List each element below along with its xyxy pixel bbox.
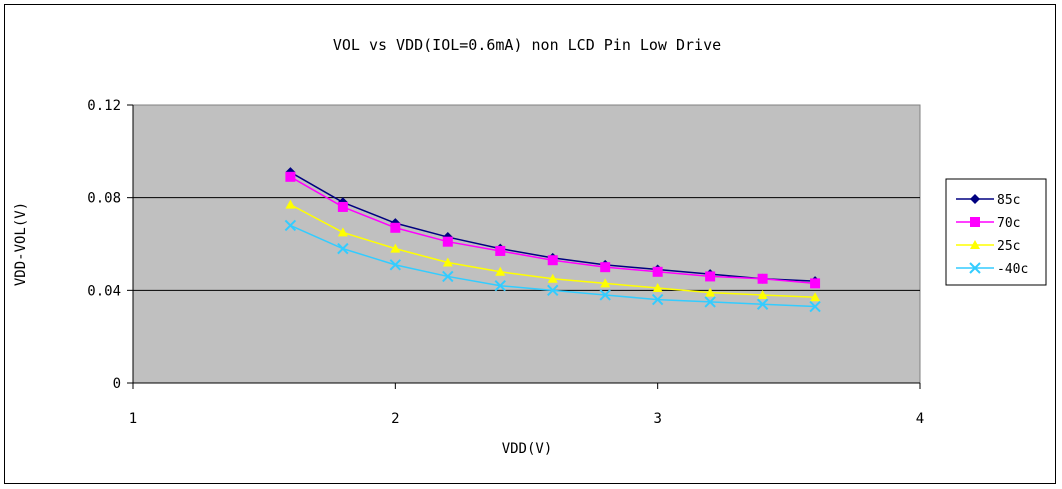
y-tick-label: 0.12: [87, 98, 121, 114]
data-point: [758, 274, 768, 284]
data-point: [705, 271, 715, 281]
data-point: [495, 246, 505, 256]
data-point: [810, 278, 820, 288]
data-point: [285, 172, 295, 182]
data-point: [548, 255, 558, 265]
chart-title: VOL vs VDD(IOL=0.6mA) non LCD Pin Low Dr…: [333, 36, 721, 54]
plot-area: [133, 105, 920, 383]
data-point: [338, 202, 348, 212]
legend-label: 85c: [997, 193, 1020, 208]
x-tick-label: 4: [916, 411, 924, 427]
x-axis-label: VDD(V): [502, 441, 553, 457]
legend-label: 70c: [997, 216, 1020, 231]
y-tick-label: 0.08: [87, 191, 121, 207]
x-tick-label: 3: [653, 411, 661, 427]
legend-label: -40c: [997, 262, 1028, 277]
x-tick-labels: 1 2 3 4: [129, 411, 924, 427]
y-tick-label: 0.04: [87, 283, 121, 299]
data-point: [390, 223, 400, 233]
legend-marker: [970, 217, 980, 227]
data-point: [443, 237, 453, 247]
legend-label: 25c: [997, 239, 1020, 254]
data-point: [653, 267, 663, 277]
y-axis-label: VDD-VOL(V): [13, 202, 29, 286]
y-tick-label: 0: [113, 376, 121, 392]
y-tick-labels: 0 0.04 0.08 0.12: [87, 98, 121, 392]
legend: 85c 70c 25c -40c: [946, 179, 1046, 285]
x-tick-label: 2: [391, 411, 399, 427]
legend-box: [946, 179, 1046, 285]
x-tick-label: 1: [129, 411, 137, 427]
data-point: [600, 262, 610, 272]
